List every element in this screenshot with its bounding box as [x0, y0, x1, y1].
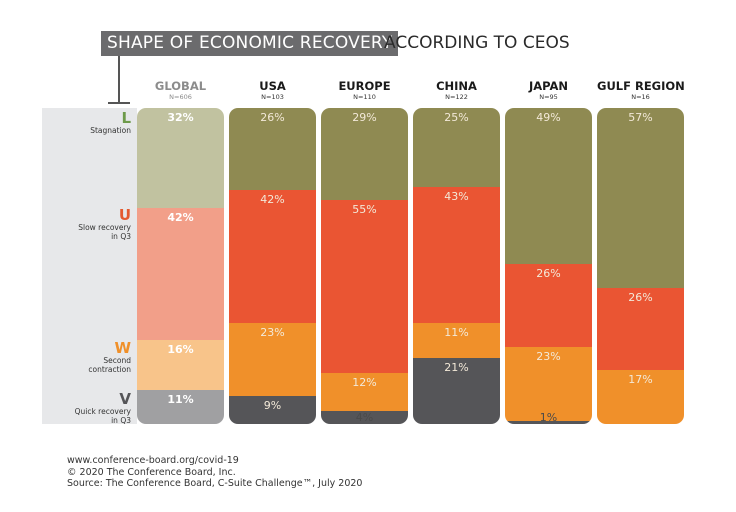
- shape-label-v: V Quick recovery in Q3: [75, 391, 131, 425]
- bar-segment-v: 11%: [137, 389, 224, 424]
- data-label: 1%: [539, 411, 558, 424]
- data-label: 57%: [628, 111, 653, 124]
- bar-segment-v: 4%: [321, 411, 408, 424]
- shape-desc: Second: [103, 356, 131, 365]
- bar-segment-l: 32%: [137, 108, 224, 209]
- data-label: 23%: [536, 350, 561, 364]
- footer-url: www.conference-board.org/covid-19: [67, 455, 239, 466]
- sample-size-label: N=16: [631, 93, 650, 101]
- column-header-japan: JAPAN N=95: [505, 79, 592, 102]
- category-label: GULF REGION: [597, 79, 685, 93]
- bar-segment-u: 26%: [597, 288, 684, 371]
- sample-size-label: N=122: [445, 93, 468, 101]
- data-label: 4%: [355, 410, 374, 424]
- shape-desc: Quick recovery: [74, 407, 131, 416]
- column-header-china: CHINA N=122: [413, 79, 500, 102]
- footer: www.conference-board.org/covid-19 © 2020…: [67, 455, 362, 490]
- bar-segment-v: 21%: [413, 357, 500, 424]
- bar-europe: 29% 55% 12% 4%: [321, 108, 408, 424]
- sample-size-label: N=606: [169, 93, 192, 101]
- bar-segment-w: 23%: [505, 347, 592, 422]
- chart-title-highlight: SHAPE OF ECONOMIC RECOVERY: [101, 31, 399, 56]
- bar-segment-u: 43%: [413, 187, 500, 324]
- data-label: 26%: [628, 291, 653, 305]
- shape-desc: Stagnation: [90, 126, 131, 135]
- column-header-usa: USA N=103: [229, 79, 316, 102]
- chart-title-rest: ACCORDING TO CEOS: [384, 33, 570, 53]
- column-header-global: GLOBAL N=606: [137, 79, 224, 102]
- shape-label-w: W Second contraction: [88, 340, 131, 374]
- data-label: 43%: [444, 190, 469, 203]
- bar-segment-l: 49%: [505, 108, 592, 265]
- bar-segment-u: 42%: [229, 190, 316, 324]
- data-label: 55%: [352, 202, 377, 216]
- data-label: 29%: [352, 111, 377, 124]
- bar-segment-w: 11%: [413, 322, 500, 359]
- title-connector-foot: [108, 102, 130, 104]
- bar-segment-u: 55%: [321, 199, 408, 374]
- shape-letter: U: [118, 206, 131, 224]
- category-label: JAPAN: [528, 79, 569, 93]
- category-label: CHINA: [436, 79, 477, 93]
- shape-letter: V: [119, 390, 131, 408]
- data-label: 16%: [167, 342, 194, 356]
- bar-japan: 49% 26% 23% 1%: [505, 108, 592, 424]
- category-label: EUROPE: [338, 79, 391, 93]
- data-label: 42%: [167, 211, 194, 225]
- bar-china: 25% 43% 11% 21%: [413, 108, 500, 424]
- bar-segment-w: 23%: [229, 322, 316, 397]
- data-label: 21%: [444, 360, 469, 374]
- bar-segment-l: 29%: [321, 108, 408, 201]
- bar-global: 32% 42% 16% 11%: [137, 108, 224, 424]
- data-label: 25%: [444, 111, 469, 124]
- data-label: 11%: [444, 325, 469, 339]
- bar-segment-w: 16%: [137, 339, 224, 391]
- bar-segment-u: 42%: [137, 208, 224, 340]
- column-header-europe: EUROPE N=110: [321, 79, 408, 102]
- bar-segment-w: 12%: [321, 373, 408, 412]
- data-label: 26%: [536, 267, 561, 281]
- category-label: USA: [259, 79, 286, 93]
- column-header-gulf-region: GULF REGION N=16: [597, 79, 685, 102]
- shape-legend-panel: L Stagnation U Slow recovery in Q3 W Sec…: [42, 108, 137, 425]
- sample-size-label: N=95: [539, 93, 558, 101]
- data-label: 23%: [260, 325, 285, 339]
- shape-desc: in Q3: [111, 232, 131, 241]
- bar-segment-w: 17%: [597, 370, 684, 424]
- bar-segment-v: 1%: [505, 412, 592, 424]
- shape-label-u: U Slow recovery in Q3: [78, 207, 131, 241]
- footer-source: Source: The Conference Board, C-Suite Ch…: [67, 478, 363, 489]
- shape-letter: W: [114, 339, 131, 357]
- sample-size-label: N=103: [261, 93, 284, 101]
- shape-label-l: L Stagnation: [90, 110, 131, 135]
- shape-desc: Slow recovery: [78, 223, 131, 232]
- bar-segment-u: 26%: [505, 264, 592, 348]
- data-label: 42%: [260, 193, 285, 207]
- data-label: 17%: [628, 373, 653, 387]
- data-label: 49%: [536, 111, 561, 124]
- bar-gulf-region: 57% 26% 17%: [597, 108, 684, 424]
- bar-segment-l: 25%: [413, 108, 500, 188]
- category-label: GLOBAL: [154, 79, 207, 93]
- bar-usa: 26% 42% 23% 9%: [229, 108, 316, 424]
- bar-segment-l: 57%: [597, 108, 684, 289]
- data-label: 11%: [167, 392, 194, 406]
- title-connector-line: [118, 56, 120, 103]
- data-label: 12%: [352, 376, 377, 390]
- data-label: 9%: [263, 398, 282, 412]
- shape-letter: L: [121, 109, 131, 127]
- bar-segment-l: 26%: [229, 108, 316, 191]
- footer-copyright: © 2020 The Conference Board, Inc.: [67, 466, 236, 478]
- shape-desc: contraction: [88, 365, 131, 374]
- sample-size-label: N=110: [353, 93, 376, 101]
- bar-segment-v: 9%: [229, 395, 316, 424]
- data-label: 26%: [260, 111, 285, 124]
- data-label: 32%: [167, 111, 194, 124]
- shape-desc: in Q3: [111, 416, 131, 425]
